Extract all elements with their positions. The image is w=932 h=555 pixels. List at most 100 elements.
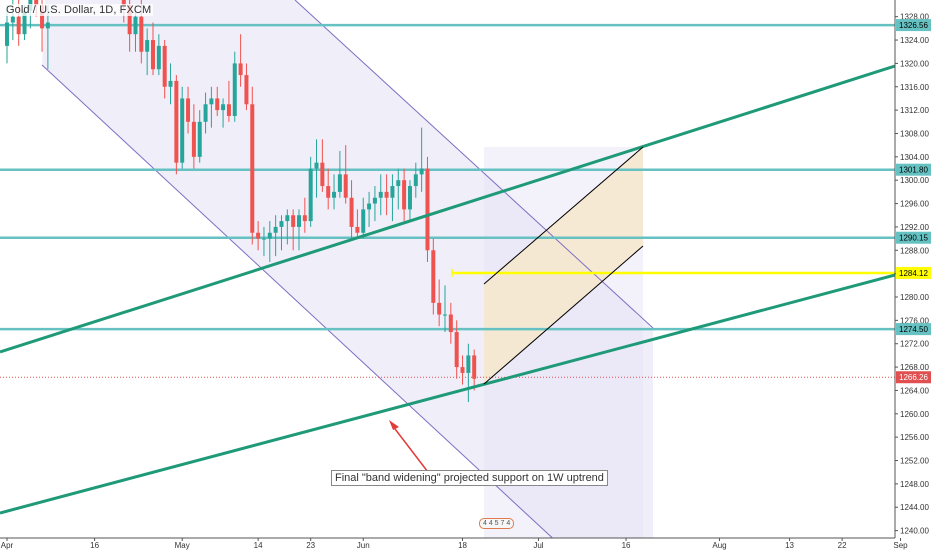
candle-body <box>16 16 21 35</box>
candle-body <box>314 162 319 169</box>
candle-body <box>162 45 167 87</box>
candle-body <box>372 197 377 204</box>
price-tick-label: 1272.00 <box>900 340 929 349</box>
time-tick-label: Sep <box>893 541 908 550</box>
price-tick-label: 1324.00 <box>900 36 929 45</box>
candle-body <box>466 355 471 373</box>
candle-body <box>390 186 395 198</box>
price-tick-label: 1328.00 <box>900 13 929 22</box>
candle-body <box>244 75 249 105</box>
candle-body <box>221 104 226 111</box>
candle-body <box>384 191 389 198</box>
candle-body <box>454 332 459 368</box>
candle-body <box>209 98 214 105</box>
candles-layer <box>5 0 477 403</box>
candle-body <box>174 80 179 163</box>
candle-body <box>472 355 477 379</box>
price-tick-label: 1316.00 <box>900 83 929 92</box>
price-tick-label: 1244.00 <box>900 503 929 512</box>
uptrend-line-lower[interactable] <box>0 273 896 515</box>
price-badge-1266.26: 1266.26 <box>899 373 928 382</box>
candle-body <box>337 174 342 192</box>
candle-body <box>407 186 412 210</box>
candle-body <box>349 197 354 227</box>
price-tick-label: 1280.00 <box>900 293 929 302</box>
price-tick-label: 1240.00 <box>900 527 929 536</box>
price-tick-label: 1248.00 <box>900 480 929 489</box>
time-tick-label: Aug <box>712 541 726 550</box>
symbol-title[interactable]: Gold / U.S. Dollar, 1D, FXCM <box>4 4 154 16</box>
candle-body <box>297 215 301 227</box>
candle-body <box>402 180 407 210</box>
candle-body <box>139 16 144 52</box>
price-axis[interactable]: 1328.00 1324.00 1320.00 1316.00 1312.00 1308.… <box>894 0 932 550</box>
time-tick-label: May <box>175 541 190 550</box>
annotation-text: Final "band widening" projected support … <box>331 470 608 486</box>
candle-body <box>45 22 50 29</box>
candle-body <box>413 174 418 187</box>
price-tick-label: 1276.00 <box>900 316 929 325</box>
time-tick-label: 13 <box>785 541 794 550</box>
price-tick-label: 1312.00 <box>900 106 929 115</box>
time-axis-background <box>0 538 932 550</box>
candle-body <box>326 186 331 198</box>
candle-body <box>378 191 383 198</box>
price-badge-bg <box>896 19 931 32</box>
candle-body <box>302 215 307 222</box>
candle-body <box>238 63 243 76</box>
uptrend-line-upper[interactable] <box>0 64 896 354</box>
candle-body <box>320 162 325 187</box>
price-badge-1326.56: 1326.56 <box>899 21 928 30</box>
candle-body <box>133 16 138 35</box>
candle-body <box>203 104 208 122</box>
price-tick-label: 1304.00 <box>900 153 929 162</box>
events-badge[interactable]: 4 4 5 7 4 <box>479 518 515 529</box>
candle-body <box>396 180 401 187</box>
price-tick-label: 1292.00 <box>900 223 929 232</box>
candle-body <box>273 226 278 233</box>
projection-channel-fill <box>484 147 643 384</box>
price-tick-label: 1252.00 <box>900 457 929 466</box>
candle-body <box>437 302 442 315</box>
projection-line-upper <box>483 146 644 285</box>
price-badge-bg <box>896 266 931 279</box>
candle-body <box>250 104 255 233</box>
price-badge-1301.80: 1301.80 <box>899 166 928 175</box>
candle-body <box>226 104 231 116</box>
price-tick-label: 1296.00 <box>900 200 929 209</box>
candle-body <box>448 314 453 333</box>
candle-body <box>343 174 348 198</box>
horizontal-levels-layer <box>0 23 895 378</box>
candle-body <box>127 5 132 35</box>
price-tick-label: 1268.00 <box>900 363 929 372</box>
annotation-arrow-head <box>389 420 399 430</box>
candle-body <box>361 209 366 233</box>
price-tick-label: 1320.00 <box>900 59 929 68</box>
candle-body <box>460 367 465 373</box>
time-tick-label: Jun <box>357 541 370 550</box>
candle-body <box>308 168 313 222</box>
projection-line-lower <box>483 245 644 385</box>
candle-body <box>10 16 15 23</box>
time-tick-label: 23 <box>306 541 315 550</box>
candle-body <box>22 10 27 35</box>
candle-body <box>332 191 337 198</box>
price-tick-label: 1264.00 <box>900 386 929 395</box>
price-tick-label: 1256.00 <box>900 433 929 442</box>
price-tick-label: 1288.00 <box>900 246 929 255</box>
candle-body <box>279 221 284 227</box>
candle-body <box>261 238 266 240</box>
candle-body <box>34 0 39 6</box>
candle-body <box>121 0 126 6</box>
candle-body <box>232 63 237 116</box>
price-badge-bg <box>896 371 931 384</box>
price-badge-bg <box>896 163 931 176</box>
time-tick-label: Apr <box>1 541 14 550</box>
candle-body <box>419 168 424 175</box>
time-axis[interactable]: Apr 16 May 14 23 Jun 18 Jul 16 Aug 13 22 Sep <box>0 537 932 550</box>
candle-body <box>40 5 45 29</box>
candle-body <box>168 80 173 87</box>
drawings-front-layer <box>0 64 896 515</box>
